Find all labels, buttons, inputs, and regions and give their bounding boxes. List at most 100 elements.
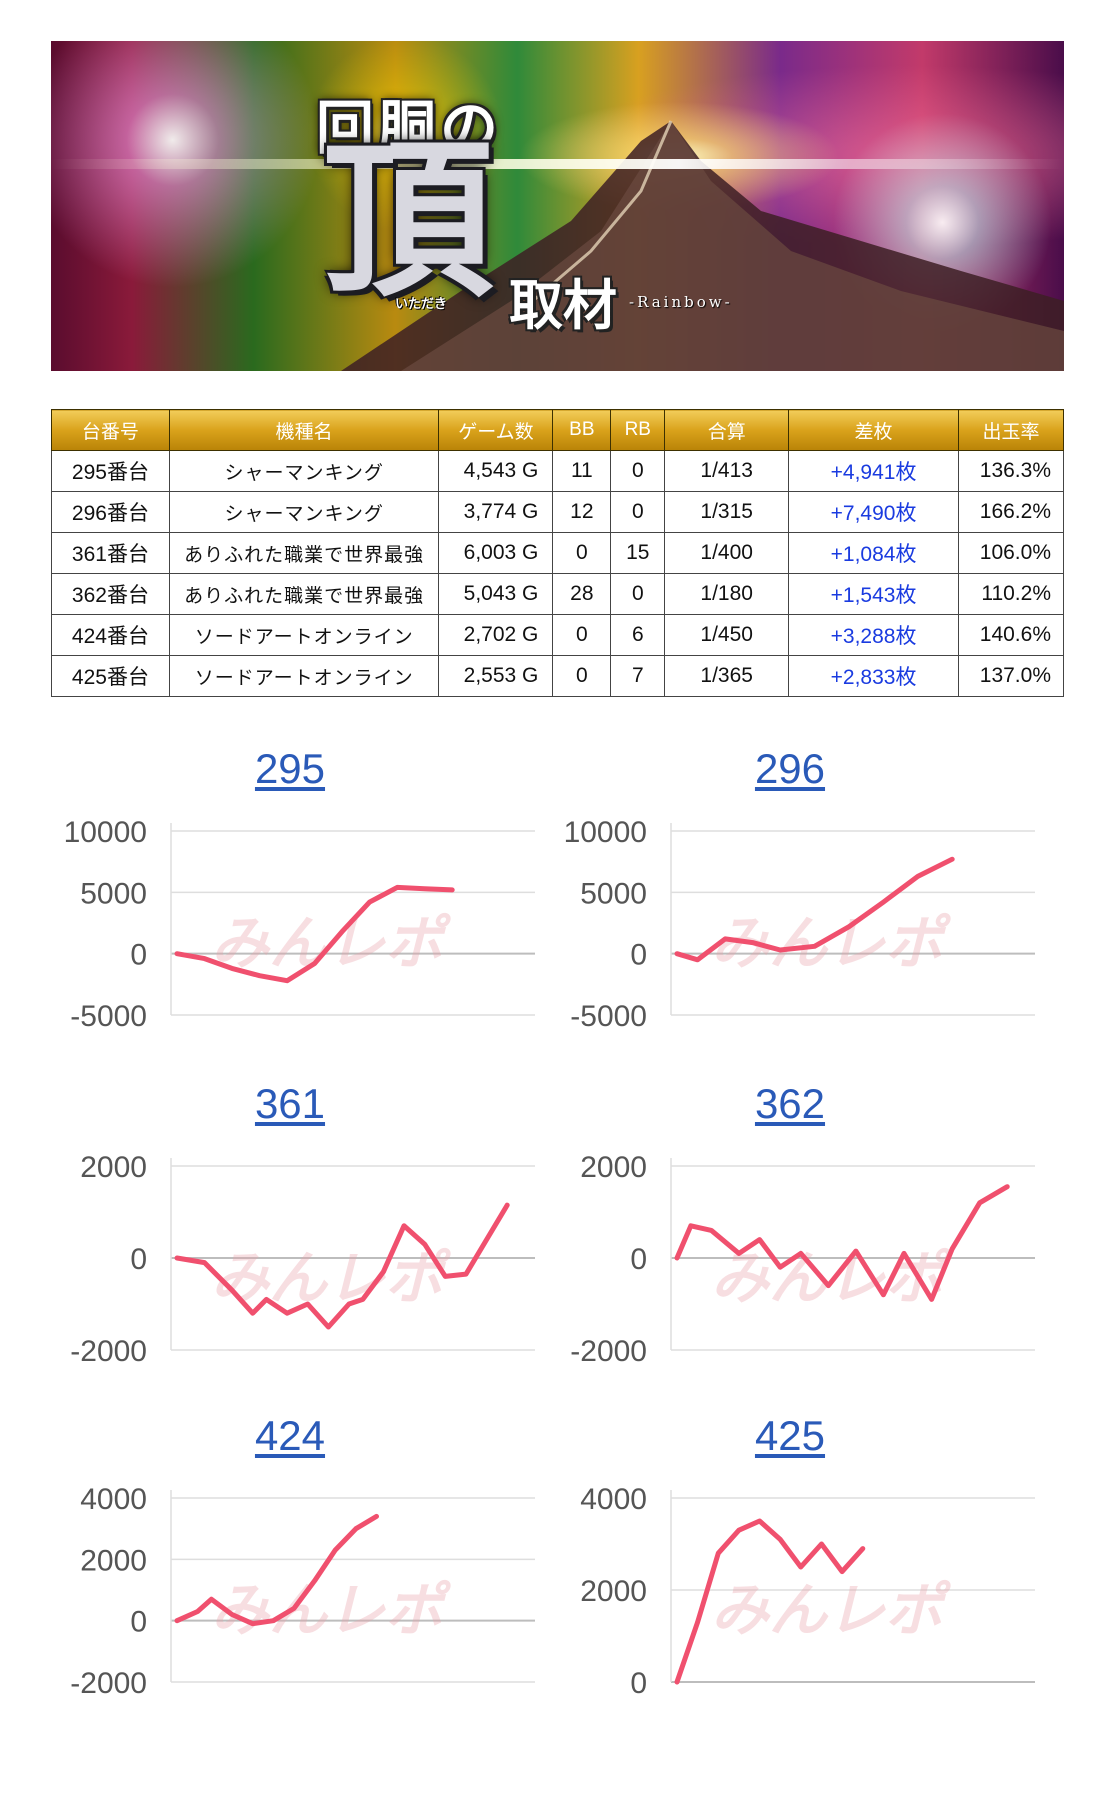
chart-362: 2000 0 -2000 みんレポ 362 bbox=[545, 1080, 1035, 1380]
y-tick-label: 5000 bbox=[80, 877, 147, 910]
y-tick-label: -2000 bbox=[70, 1335, 147, 1368]
table-row: 424番台 ソードアートオンライン 2,702 G 0 6 1/450 +3,2… bbox=[51, 614, 1065, 656]
y-tick-label: 2000 bbox=[80, 1544, 147, 1577]
cell-bb: 11 bbox=[552, 450, 612, 492]
cell-payout-rate: 106.0% bbox=[957, 532, 1065, 574]
cell-machine-name: シャーマンキング bbox=[168, 450, 440, 492]
cell-combined: 1/450 bbox=[664, 614, 790, 656]
header-combined: 合算 bbox=[664, 409, 790, 451]
chart-296: 10000 5000 0 -5000 みんレポ 296 bbox=[545, 745, 1035, 1045]
cell-combined: 1/413 bbox=[664, 450, 790, 492]
series-line bbox=[674, 1184, 1010, 1302]
y-tick-label: 0 bbox=[630, 1243, 647, 1276]
cell-machine-number: 362番台 bbox=[51, 573, 170, 615]
cell-game-count: 4,543 G bbox=[438, 450, 554, 492]
series-line bbox=[174, 1202, 510, 1330]
cell-machine-name: ありふれた職業で世界最強 bbox=[168, 573, 440, 615]
header-bb: BB bbox=[552, 409, 612, 451]
header-difference: 差枚 bbox=[788, 409, 959, 451]
cell-machine-name: ありふれた職業で世界最強 bbox=[168, 532, 440, 574]
watermark: みんレポ bbox=[211, 1576, 452, 1644]
cell-payout-rate: 140.6% bbox=[957, 614, 1065, 656]
banner-title-line2: 取材 bbox=[509, 273, 617, 337]
table-row: 295番台 シャーマンキング 4,543 G 11 0 1/413 +4,941… bbox=[51, 450, 1065, 492]
series-line bbox=[174, 884, 455, 984]
banner-title-big: 頂 bbox=[323, 121, 494, 321]
cell-combined: 1/315 bbox=[664, 491, 790, 533]
cell-payout-rate: 136.3% bbox=[957, 450, 1065, 492]
chart-title-link[interactable]: 361 bbox=[254, 1080, 326, 1127]
banner-ruby: いただき bbox=[395, 297, 448, 312]
table-row: 425番台 ソードアートオンライン 2,553 G 0 7 1/365 +2,8… bbox=[51, 655, 1065, 697]
cell-game-count: 6,003 G bbox=[438, 532, 554, 574]
cell-machine-number: 424番台 bbox=[51, 614, 170, 656]
banner-subtitle: -Rainbow- bbox=[629, 293, 733, 311]
light-streak bbox=[51, 159, 1064, 169]
cell-payout-rate: 137.0% bbox=[957, 655, 1065, 697]
y-tick-label: -2000 bbox=[70, 1667, 147, 1700]
chart-title-link[interactable]: 424 bbox=[254, 1412, 326, 1459]
y-tick-label: 2000 bbox=[580, 1575, 647, 1608]
y-tick-label: 4000 bbox=[80, 1483, 147, 1516]
y-tick-label: 4000 bbox=[580, 1483, 647, 1516]
y-tick-label: 10000 bbox=[64, 816, 147, 849]
header-payout-rate: 出玉率 bbox=[957, 409, 1065, 451]
cell-rb: 0 bbox=[610, 491, 666, 533]
cell-combined: 1/365 bbox=[664, 655, 790, 697]
cell-game-count: 3,774 G bbox=[438, 491, 554, 533]
cell-rb: 7 bbox=[610, 655, 666, 697]
y-tick-label: -2000 bbox=[570, 1335, 647, 1368]
watermark: みんレポ bbox=[711, 1576, 952, 1644]
cell-combined: 1/180 bbox=[664, 573, 790, 615]
cell-payout-rate: 110.2% bbox=[957, 573, 1065, 615]
chart-title-link[interactable]: 296 bbox=[754, 745, 826, 792]
cell-combined: 1/400 bbox=[664, 532, 790, 574]
line-chart: 4000 2000 0 みんレポ bbox=[580, 1483, 1035, 1700]
cell-rb: 0 bbox=[610, 573, 666, 615]
table-header-row: 台番号 機種名 ゲーム数 BB RB 合算 差枚 出玉率 bbox=[51, 409, 1065, 451]
cell-bb: 12 bbox=[552, 491, 612, 533]
mountain-illustration bbox=[341, 120, 1064, 371]
y-tick-label: -5000 bbox=[70, 1000, 147, 1033]
cell-machine-name: ソードアートオンライン bbox=[168, 655, 440, 697]
cell-bb: 28 bbox=[552, 573, 612, 615]
chart-425: 4000 2000 0 みんレポ 425 bbox=[545, 1412, 1035, 1712]
chart-361: 2000 0 -2000 みんレポ 361 bbox=[45, 1080, 535, 1380]
chart-title-link[interactable]: 425 bbox=[754, 1412, 826, 1459]
watermark: みんレポ bbox=[211, 1244, 452, 1312]
cell-rb: 6 bbox=[610, 614, 666, 656]
header-rb: RB bbox=[610, 409, 666, 451]
y-tick-label: 0 bbox=[130, 1243, 147, 1276]
cell-machine-number: 425番台 bbox=[51, 655, 170, 697]
y-tick-label: 0 bbox=[130, 1606, 147, 1639]
cell-difference: +4,941枚 bbox=[788, 450, 959, 492]
cell-machine-number: 296番台 bbox=[51, 491, 170, 533]
y-tick-label: 0 bbox=[630, 1667, 647, 1700]
cell-game-count: 2,702 G bbox=[438, 614, 554, 656]
chart-295: 10000 5000 0 -5000 みんレポ 295 bbox=[45, 745, 535, 1045]
y-tick-label: 5000 bbox=[580, 877, 647, 910]
table-row: 296番台 シャーマンキング 3,774 G 12 0 1/315 +7,490… bbox=[51, 491, 1065, 533]
chart-title-link[interactable]: 295 bbox=[254, 745, 326, 792]
cell-bb: 0 bbox=[552, 614, 612, 656]
cell-difference: +1,084枚 bbox=[788, 532, 959, 574]
banner-title-line1: 回胴の bbox=[316, 94, 503, 162]
table-row: 362番台 ありふれた職業で世界最強 5,043 G 28 0 1/180 +1… bbox=[51, 573, 1065, 615]
series-line bbox=[174, 1513, 379, 1627]
series-line bbox=[674, 1518, 866, 1685]
cell-difference: +7,490枚 bbox=[788, 491, 959, 533]
cell-machine-name: ソードアートオンライン bbox=[168, 614, 440, 656]
chart-424: 4000 2000 0 -2000 みんレポ 424 bbox=[45, 1412, 535, 1712]
cell-bb: 0 bbox=[552, 655, 612, 697]
cell-rb: 15 bbox=[610, 532, 666, 574]
y-tick-label: 2000 bbox=[80, 1151, 147, 1184]
y-tick-label: 2000 bbox=[580, 1151, 647, 1184]
line-chart: 2000 0 -2000 みんレポ bbox=[70, 1151, 535, 1368]
y-tick-label: 0 bbox=[630, 939, 647, 972]
chart-title-link[interactable]: 362 bbox=[754, 1080, 826, 1127]
cell-bb: 0 bbox=[552, 532, 612, 574]
cell-payout-rate: 166.2% bbox=[957, 491, 1065, 533]
